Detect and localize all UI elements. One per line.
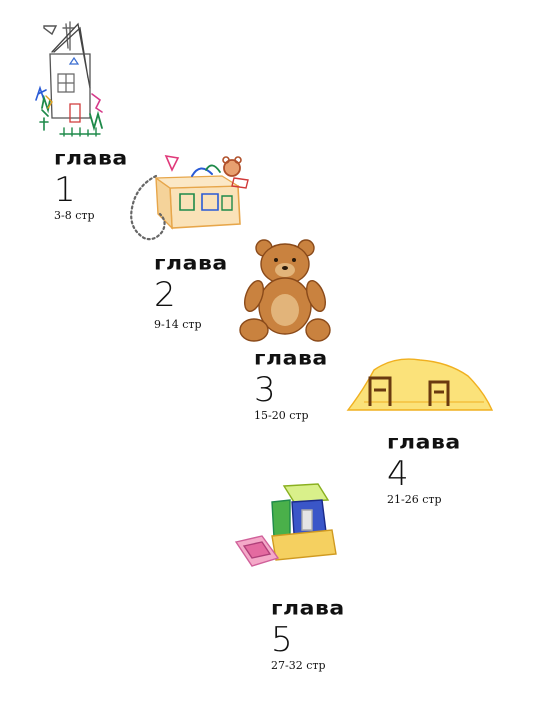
- tent-drawing: [344, 352, 494, 414]
- chapter-number: 5: [271, 620, 293, 660]
- chapter-pages: 3-8 стр: [54, 209, 95, 222]
- chapter-pages: 15-20 стр: [254, 409, 309, 422]
- teddy-bear-drawing: [239, 236, 332, 344]
- chapter-1: глава 1 3-8 стр: [54, 149, 128, 222]
- chapter-label: глава: [54, 147, 128, 170]
- chapter-pages: 27-32 стр: [271, 659, 326, 672]
- chapter-number: 4: [387, 454, 409, 494]
- chapter-3: глава 3 15-20 стр: [254, 349, 328, 422]
- chapter-label: глава: [271, 597, 345, 620]
- chapter-4: глава 4 21-26 стр: [387, 433, 461, 506]
- chapter-number: 1: [54, 170, 76, 210]
- house-drawing: [30, 18, 110, 140]
- chapter-pages: 21-26 стр: [387, 493, 442, 506]
- chapter-2: глава 2 9-14 стр: [154, 254, 228, 331]
- chapter-number: 2: [154, 275, 176, 315]
- chapter-pages: 9-14 стр: [154, 318, 202, 331]
- chapter-number: 3: [254, 370, 276, 410]
- chapter-label: глава: [254, 347, 328, 370]
- chapter-label: глава: [154, 252, 228, 275]
- chapter-label: глава: [387, 431, 461, 454]
- blocks-drawing: [232, 480, 342, 578]
- chapter-5: глава 5 27-32 стр: [271, 599, 345, 672]
- toy-box-drawing: [122, 152, 262, 244]
